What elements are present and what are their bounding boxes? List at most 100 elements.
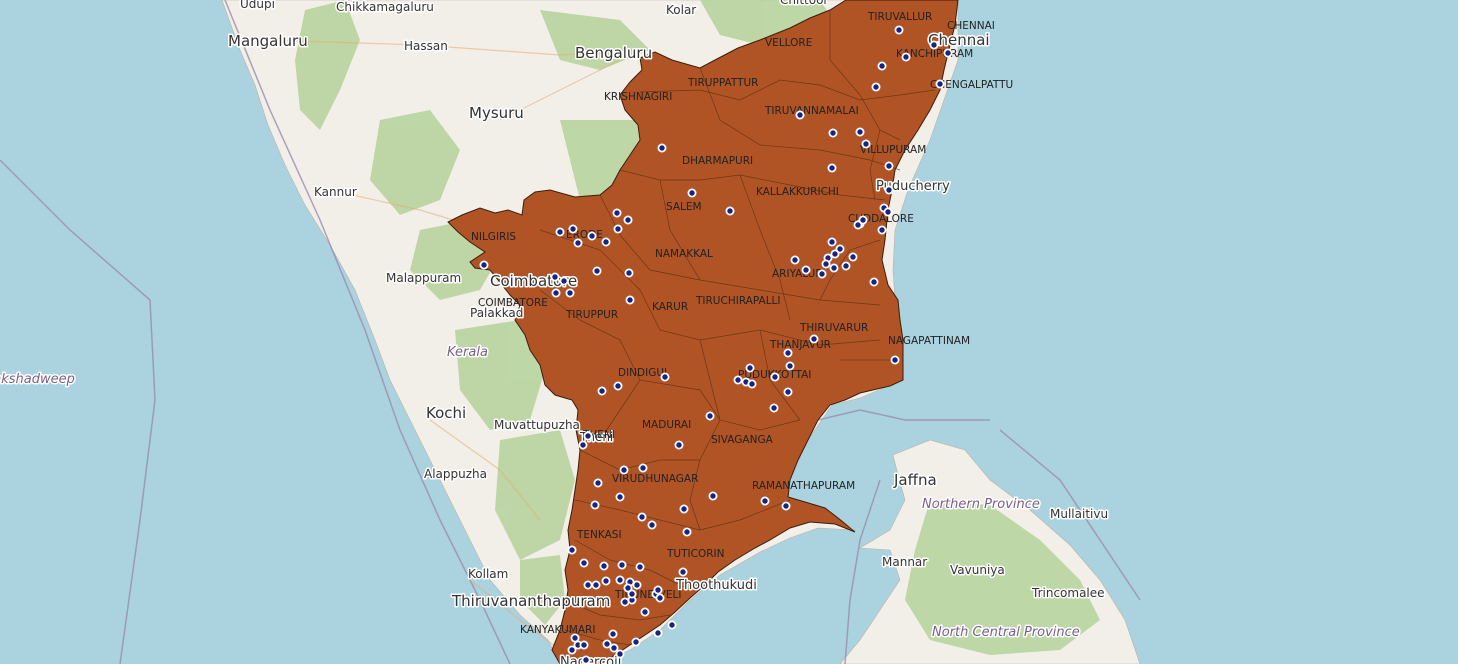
- facility-marker[interactable]: [785, 361, 795, 371]
- facility-marker[interactable]: [760, 496, 770, 506]
- facility-marker[interactable]: [578, 440, 588, 450]
- facility-marker[interactable]: [550, 272, 560, 282]
- facility-marker[interactable]: [551, 288, 561, 298]
- facility-marker[interactable]: [830, 249, 840, 259]
- facility-marker[interactable]: [601, 237, 611, 247]
- facility-marker[interactable]: [609, 643, 619, 653]
- facility-marker[interactable]: [679, 504, 689, 514]
- facility-marker[interactable]: [827, 237, 837, 247]
- facility-marker[interactable]: [567, 645, 577, 655]
- facility-marker[interactable]: [769, 403, 779, 413]
- facility-marker[interactable]: [581, 655, 591, 664]
- facility-marker[interactable]: [809, 334, 819, 344]
- facility-marker[interactable]: [653, 628, 663, 638]
- facility-marker[interactable]: [871, 82, 881, 92]
- facility-marker[interactable]: [747, 379, 757, 389]
- facility-marker[interactable]: [624, 268, 634, 278]
- facility-marker[interactable]: [725, 206, 735, 216]
- facility-marker[interactable]: [929, 40, 939, 50]
- facility-marker[interactable]: [623, 215, 633, 225]
- facility-marker[interactable]: [781, 501, 791, 511]
- facility-markers[interactable]: [479, 25, 953, 664]
- facility-marker[interactable]: [848, 252, 858, 262]
- facility-marker[interactable]: [590, 500, 600, 510]
- facility-marker[interactable]: [894, 25, 904, 35]
- facility-marker[interactable]: [613, 224, 623, 234]
- facility-marker[interactable]: [567, 545, 577, 555]
- facility-marker[interactable]: [829, 263, 839, 273]
- facility-marker[interactable]: [627, 589, 637, 599]
- facility-marker[interactable]: [883, 207, 893, 217]
- facility-marker[interactable]: [640, 607, 650, 617]
- facility-marker[interactable]: [632, 580, 642, 590]
- facility-marker[interactable]: [559, 276, 569, 286]
- facility-marker[interactable]: [869, 277, 879, 287]
- facility-marker[interactable]: [612, 208, 622, 218]
- facility-marker[interactable]: [583, 431, 593, 441]
- facility-marker[interactable]: [592, 266, 602, 276]
- facility-marker[interactable]: [783, 348, 793, 358]
- facility-marker[interactable]: [615, 492, 625, 502]
- facility-marker[interactable]: [620, 597, 630, 607]
- facility-marker[interactable]: [615, 649, 625, 659]
- facility-marker[interactable]: [682, 527, 692, 537]
- facility-marker[interactable]: [555, 227, 565, 237]
- facility-marker[interactable]: [608, 629, 618, 639]
- facility-marker[interactable]: [573, 238, 583, 248]
- facility-marker[interactable]: [884, 161, 894, 171]
- facility-marker[interactable]: [841, 261, 851, 271]
- facility-marker[interactable]: [637, 512, 647, 522]
- facility-marker[interactable]: [827, 163, 837, 173]
- facility-marker[interactable]: [579, 558, 589, 568]
- facility-marker[interactable]: [617, 560, 627, 570]
- facility-marker[interactable]: [597, 386, 607, 396]
- facility-marker[interactable]: [615, 575, 625, 585]
- facility-marker[interactable]: [602, 639, 612, 649]
- facility-marker[interactable]: [570, 633, 580, 643]
- facility-marker[interactable]: [583, 580, 593, 590]
- facility-marker[interactable]: [733, 375, 743, 385]
- facility-marker[interactable]: [647, 520, 657, 530]
- facility-marker[interactable]: [601, 576, 611, 586]
- facility-marker[interactable]: [635, 562, 645, 572]
- facility-marker[interactable]: [579, 640, 589, 650]
- facility-marker[interactable]: [708, 491, 718, 501]
- facility-marker[interactable]: [795, 110, 805, 120]
- facility-marker[interactable]: [705, 411, 715, 421]
- facility-marker[interactable]: [821, 259, 831, 269]
- facility-marker[interactable]: [943, 48, 953, 58]
- facility-marker[interactable]: [801, 265, 811, 275]
- facility-marker[interactable]: [674, 440, 684, 450]
- facility-marker[interactable]: [587, 231, 597, 241]
- facility-marker[interactable]: [790, 255, 800, 265]
- facility-marker[interactable]: [853, 220, 863, 230]
- facility-marker[interactable]: [855, 127, 865, 137]
- facility-marker[interactable]: [599, 561, 609, 571]
- facility-marker[interactable]: [884, 185, 894, 195]
- facility-marker[interactable]: [935, 79, 945, 89]
- facility-marker[interactable]: [660, 372, 670, 382]
- facility-marker[interactable]: [687, 188, 697, 198]
- facility-marker[interactable]: [678, 567, 688, 577]
- facility-marker[interactable]: [861, 139, 871, 149]
- facility-marker[interactable]: [479, 260, 489, 270]
- facility-marker[interactable]: [877, 61, 887, 71]
- facility-marker[interactable]: [770, 372, 780, 382]
- facility-marker[interactable]: [901, 52, 911, 62]
- facility-marker[interactable]: [657, 143, 667, 153]
- facility-marker[interactable]: [619, 465, 629, 475]
- facility-marker[interactable]: [890, 355, 900, 365]
- facility-marker[interactable]: [593, 478, 603, 488]
- facility-marker[interactable]: [623, 583, 633, 593]
- facility-marker[interactable]: [835, 244, 845, 254]
- facility-marker[interactable]: [817, 269, 827, 279]
- facility-marker[interactable]: [631, 637, 641, 647]
- facility-marker[interactable]: [638, 463, 648, 473]
- facility-marker[interactable]: [783, 387, 793, 397]
- facility-marker[interactable]: [745, 363, 755, 373]
- facility-marker[interactable]: [568, 224, 578, 234]
- facility-marker[interactable]: [613, 381, 623, 391]
- facility-marker[interactable]: [655, 593, 665, 603]
- facility-marker[interactable]: [667, 620, 677, 630]
